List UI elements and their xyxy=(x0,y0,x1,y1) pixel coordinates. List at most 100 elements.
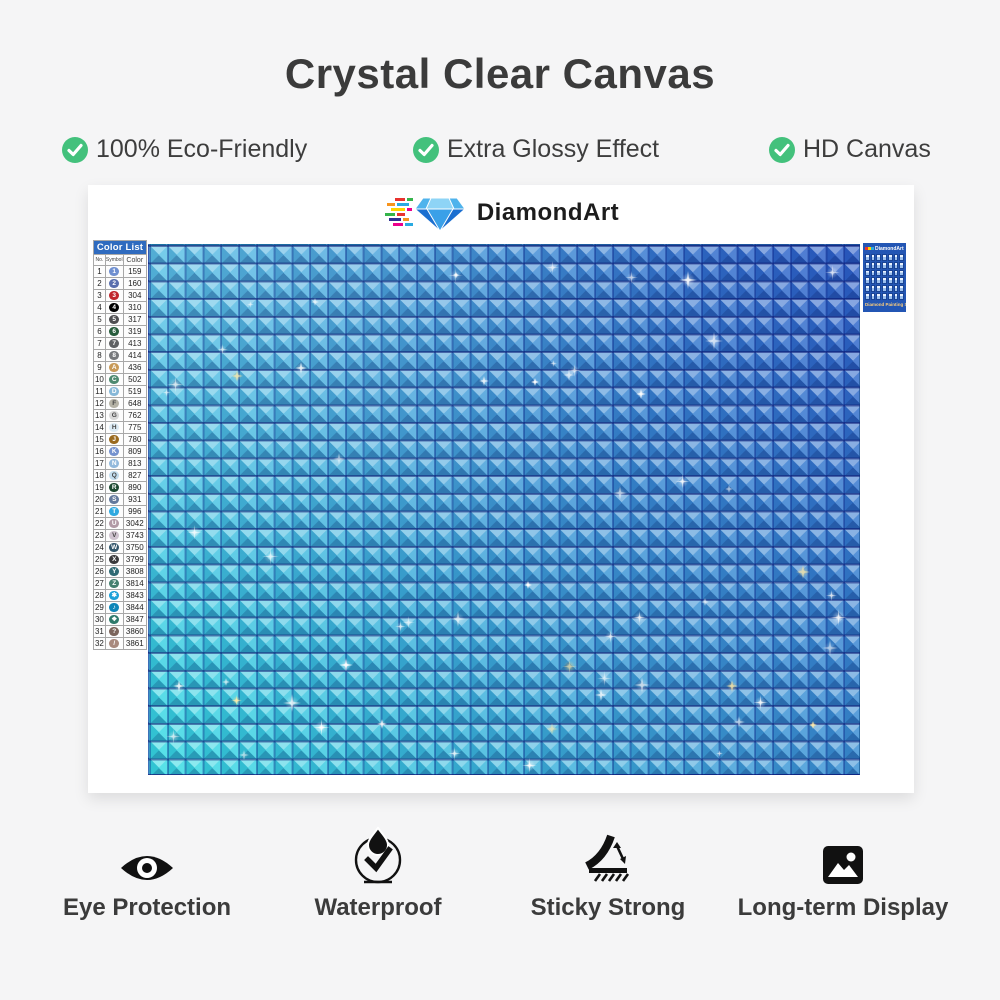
symbol-badge: 1 xyxy=(109,266,119,277)
color-row: 31? 3860 xyxy=(93,625,148,638)
tag-brand-name: DiamondArt xyxy=(875,245,904,252)
symbol-badge: ♪ xyxy=(109,602,119,613)
sparkle xyxy=(247,301,254,308)
row-number: 29 xyxy=(93,601,106,614)
symbol-badge: R xyxy=(109,482,119,493)
symbol-badge: Z xyxy=(109,578,119,589)
sparkle xyxy=(173,680,186,693)
color-code: 3844 xyxy=(122,601,148,614)
sparkle xyxy=(450,611,466,627)
row-number: 32 xyxy=(93,637,106,650)
tag-logo-icon xyxy=(865,246,874,251)
sparkle xyxy=(546,261,559,274)
color-code: 3860 xyxy=(122,625,148,638)
tag-diamond-cell xyxy=(899,261,904,269)
row-number: 27 xyxy=(93,577,106,590)
color-row: 4 4 310 xyxy=(93,301,148,314)
sparkle xyxy=(716,750,724,758)
sparkle xyxy=(753,695,769,711)
color-code: 414 xyxy=(122,349,148,362)
tag-diamond-cell xyxy=(882,269,887,277)
tag-diamond-cell xyxy=(876,277,882,285)
tag-diamond-cell xyxy=(893,261,899,269)
sparkle xyxy=(333,453,346,466)
bottom-feature-item: Eye Protection xyxy=(15,826,279,922)
row-number: 1 xyxy=(93,265,106,278)
sparkle xyxy=(563,369,575,381)
color-list-header: Color List xyxy=(93,240,147,255)
sparkle xyxy=(725,485,733,493)
tag-diamond-cell xyxy=(887,269,893,277)
color-code: 3847 xyxy=(122,613,148,626)
tag-diamond-cell xyxy=(870,285,876,293)
tag-diamond-cell xyxy=(876,285,882,293)
tag-diamond-cell xyxy=(865,285,870,293)
feature-item: HD Canvas xyxy=(769,135,931,164)
tag-diamond-cell xyxy=(870,254,876,261)
tag-diamond-cell xyxy=(899,285,904,293)
feature-item: 100% Eco-Friendly xyxy=(62,135,307,164)
bottom-feature-item: Waterproof xyxy=(246,826,510,922)
symbol-badge: 6 xyxy=(109,326,119,337)
sparkle xyxy=(453,272,460,279)
row-number: 5 xyxy=(93,313,106,326)
tag-diamond-cell xyxy=(870,261,876,269)
sparkle xyxy=(826,590,837,601)
sparkle xyxy=(568,364,581,377)
color-list-column-headers: No. Symbol Color xyxy=(93,254,148,266)
color-code: 413 xyxy=(122,337,148,350)
color-code: 3042 xyxy=(122,517,148,530)
color-code: 813 xyxy=(122,457,148,470)
symbol-badge: N xyxy=(109,458,119,469)
symbol-badge: ✱ xyxy=(109,590,119,601)
row-number: 9 xyxy=(93,361,106,374)
color-row: 12 F 648 xyxy=(93,397,148,410)
sparkle xyxy=(222,678,230,686)
color-code: 159 xyxy=(122,265,148,278)
sparkle xyxy=(402,616,416,630)
sparkle xyxy=(701,598,709,606)
symbol-badge: U xyxy=(109,518,119,529)
tag-diamond-cell xyxy=(865,293,870,300)
color-row: 7 7 413 xyxy=(93,337,148,350)
sparkle xyxy=(283,694,301,712)
sparkle xyxy=(524,581,532,589)
row-number: 22 xyxy=(93,517,106,530)
tag-diamond-cell xyxy=(870,293,876,300)
symbol-badge: T xyxy=(109,506,119,517)
sparkle xyxy=(809,721,817,729)
sparkle xyxy=(822,640,838,656)
sparkle xyxy=(705,332,723,350)
row-number: 30 xyxy=(93,613,106,626)
row-number: 11 xyxy=(93,385,106,398)
symbol-badge: F xyxy=(109,398,119,409)
tag-diamond-cell xyxy=(876,269,882,277)
symbol-badge: S xyxy=(109,494,119,505)
row-number: 28 xyxy=(93,589,106,602)
row-number: 2 xyxy=(93,277,106,290)
color-code: 780 xyxy=(122,433,148,446)
color-code: 304 xyxy=(122,289,148,302)
bottom-feature-item: Sticky Strong xyxy=(476,826,740,922)
color-row: 15 J 780 xyxy=(93,433,148,446)
color-row: 14 H 775 xyxy=(93,421,148,434)
row-number: 20 xyxy=(93,493,106,506)
row-number: 12 xyxy=(93,397,106,410)
bottom-feature-label: Waterproof xyxy=(314,894,442,921)
row-number: 25 xyxy=(93,553,106,566)
color-row: 5 5 317 xyxy=(93,313,148,326)
sparkle xyxy=(625,271,638,284)
sparkle xyxy=(395,621,407,633)
sparkle xyxy=(262,548,279,565)
sparkle xyxy=(311,298,319,306)
feature-item: Extra Glossy Effect xyxy=(413,135,659,164)
row-number: 8 xyxy=(93,349,106,362)
tag-diamond-cell xyxy=(882,254,887,261)
check-circle-icon xyxy=(62,136,88,163)
symbol-badge: A xyxy=(109,362,119,373)
symbol-badge: V xyxy=(109,530,119,541)
tag-diamond-grid xyxy=(865,254,904,300)
symbol-badge: 5 xyxy=(109,314,119,325)
color-code: 3808 xyxy=(122,565,148,578)
